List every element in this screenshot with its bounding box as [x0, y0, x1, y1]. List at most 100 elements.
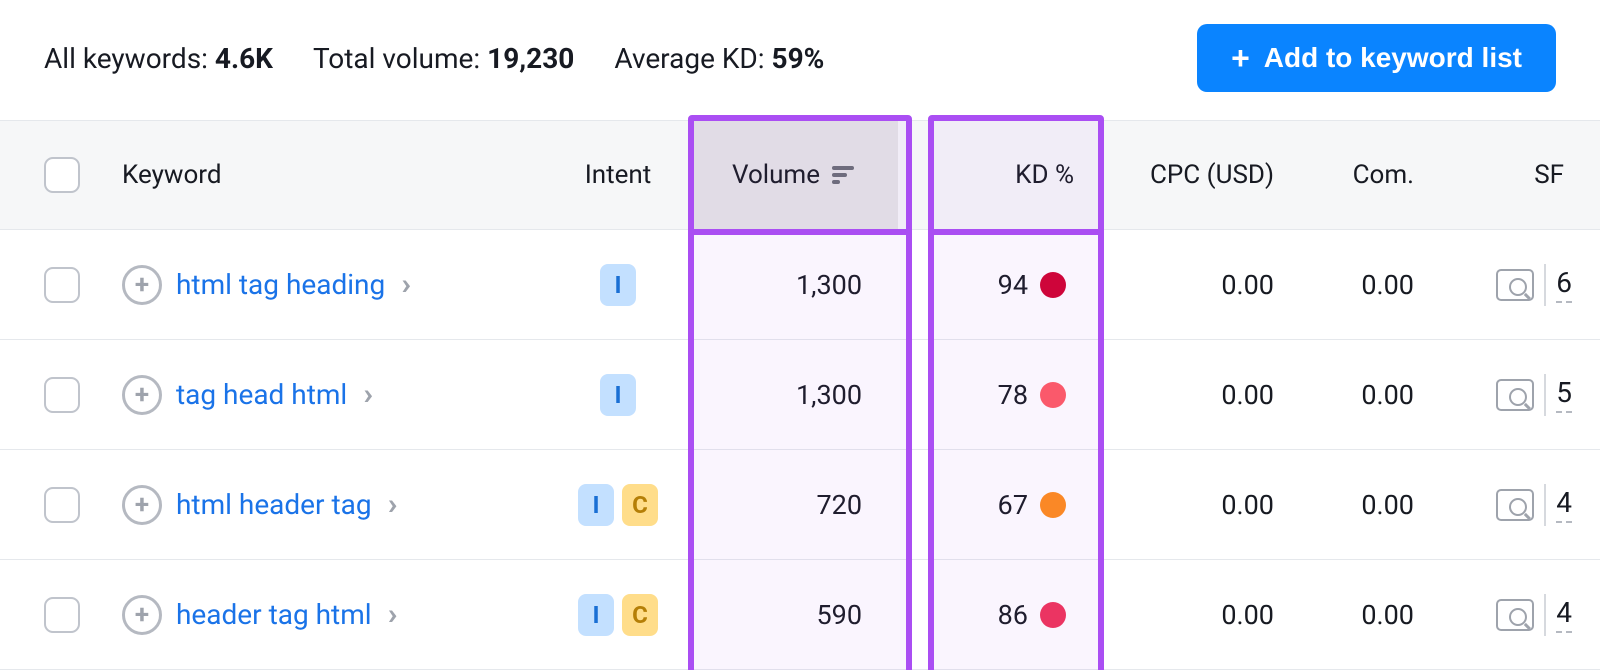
cell-intent: I [548, 340, 688, 449]
col-com[interactable]: Com. [1288, 121, 1428, 229]
table-row: +html header tag››IC720670.000.004 [0, 450, 1600, 560]
cell-sf: 4 [1428, 560, 1600, 669]
cell-kd: 94 [898, 230, 1088, 339]
cell-sf: 4 [1428, 450, 1600, 559]
table-header: Keyword Intent Volume KD % CPC (USD) Com… [0, 120, 1600, 230]
col-label: Com. [1353, 160, 1414, 190]
cell-kd: 78 [898, 340, 1088, 449]
serp-preview-icon[interactable] [1496, 599, 1534, 631]
kd-difficulty-dot [1040, 272, 1066, 298]
cell-keyword: + tag head html ›› [108, 340, 548, 449]
cell-com: 0.00 [1288, 560, 1428, 669]
cell-volume: 720 [688, 450, 898, 559]
stat-label: All keywords: [44, 42, 208, 75]
cell-intent: IC [548, 450, 688, 559]
cell-sf: 6 [1428, 230, 1600, 339]
stat-value: 59% [772, 42, 825, 75]
cell-com: 0.00 [1288, 340, 1428, 449]
intent-badge-i: I [600, 374, 636, 416]
cell-com: 0.00 [1288, 230, 1428, 339]
cell-volume: 1,300 [688, 340, 898, 449]
table-body: +html tag heading››I1,300940.000.006+tag… [0, 230, 1600, 670]
col-label: KD % [1015, 160, 1074, 190]
intent-badge-i: I [578, 484, 614, 526]
keyword-link[interactable]: tag head html [176, 378, 347, 411]
col-label: Intent [585, 160, 652, 190]
cell-intent: I [548, 230, 688, 339]
intent-badge-i: I [578, 594, 614, 636]
cell-keyword: + html header tag ›› [108, 450, 548, 559]
plus-icon: + [1231, 42, 1250, 74]
keyword-link[interactable]: html tag heading [176, 268, 385, 301]
stat-all-keywords: All keywords: 4.6K [44, 42, 273, 75]
kd-difficulty-dot [1040, 492, 1066, 518]
add-keyword-list-button[interactable]: + Add to keyword list [1197, 24, 1556, 92]
cell-checkbox [0, 450, 108, 559]
chevron-right-icon[interactable]: ›› [388, 487, 390, 522]
sf-count[interactable]: 4 [1556, 486, 1572, 523]
sf-count[interactable]: 4 [1556, 596, 1572, 633]
sort-desc-icon [832, 166, 854, 184]
chevron-right-icon[interactable]: ›› [401, 267, 403, 302]
divider [1544, 264, 1546, 306]
select-all-checkbox[interactable] [44, 157, 80, 193]
cell-keyword: + html tag heading ›› [108, 230, 548, 339]
col-sf[interactable]: SF [1428, 121, 1600, 229]
chevron-right-icon[interactable]: ›› [388, 597, 390, 632]
table-row: +header tag html››IC590860.000.004 [0, 560, 1600, 670]
col-kd[interactable]: KD % [898, 121, 1088, 229]
divider [1544, 374, 1546, 416]
serp-preview-icon[interactable] [1496, 379, 1534, 411]
expand-icon[interactable]: + [122, 265, 162, 305]
col-label: CPC (USD) [1150, 160, 1274, 190]
kd-value: 86 [998, 599, 1028, 631]
stats-bar: All keywords: 4.6K Total volume: 19,230 … [0, 0, 1600, 120]
expand-icon[interactable]: + [122, 375, 162, 415]
sf-count[interactable]: 6 [1556, 266, 1572, 303]
col-intent[interactable]: Intent [548, 121, 688, 229]
col-label: Volume [732, 160, 820, 190]
kd-value: 78 [998, 379, 1028, 411]
cell-intent: IC [548, 560, 688, 669]
cell-checkbox [0, 340, 108, 449]
kd-difficulty-dot [1040, 382, 1066, 408]
cell-volume: 1,300 [688, 230, 898, 339]
cell-com: 0.00 [1288, 450, 1428, 559]
serp-preview-icon[interactable] [1496, 489, 1534, 521]
expand-icon[interactable]: + [122, 485, 162, 525]
cell-volume: 590 [688, 560, 898, 669]
stat-label: Total volume: [313, 42, 480, 75]
row-checkbox[interactable] [44, 377, 80, 413]
col-volume[interactable]: Volume [688, 121, 898, 229]
sf-count[interactable]: 5 [1556, 376, 1572, 413]
kd-value: 67 [998, 489, 1028, 521]
keyword-table: Keyword Intent Volume KD % CPC (USD) Com… [0, 120, 1600, 670]
cell-checkbox [0, 560, 108, 669]
intent-badge-c: C [622, 484, 658, 526]
divider [1544, 594, 1546, 636]
serp-preview-icon[interactable] [1496, 269, 1534, 301]
cell-cpc: 0.00 [1088, 560, 1288, 669]
row-checkbox[interactable] [44, 597, 80, 633]
col-keyword[interactable]: Keyword [108, 121, 548, 229]
row-checkbox[interactable] [44, 267, 80, 303]
stat-total-volume: Total volume: 19,230 [313, 42, 574, 75]
kd-value: 94 [998, 269, 1028, 301]
intent-badge-i: I [600, 264, 636, 306]
stat-label: Average KD: [614, 42, 764, 75]
col-label: Keyword [122, 160, 222, 190]
row-checkbox[interactable] [44, 487, 80, 523]
intent-badge-c: C [622, 594, 658, 636]
kd-difficulty-dot [1040, 602, 1066, 628]
cell-cpc: 0.00 [1088, 450, 1288, 559]
keyword-link[interactable]: html header tag [176, 488, 372, 521]
chevron-right-icon[interactable]: ›› [363, 377, 365, 412]
cell-kd: 86 [898, 560, 1088, 669]
cell-kd: 67 [898, 450, 1088, 559]
col-checkbox [0, 121, 108, 229]
cell-cpc: 0.00 [1088, 230, 1288, 339]
expand-icon[interactable]: + [122, 595, 162, 635]
keyword-link[interactable]: header tag html [176, 598, 372, 631]
stat-avg-kd: Average KD: 59% [614, 42, 824, 75]
col-cpc[interactable]: CPC (USD) [1088, 121, 1288, 229]
